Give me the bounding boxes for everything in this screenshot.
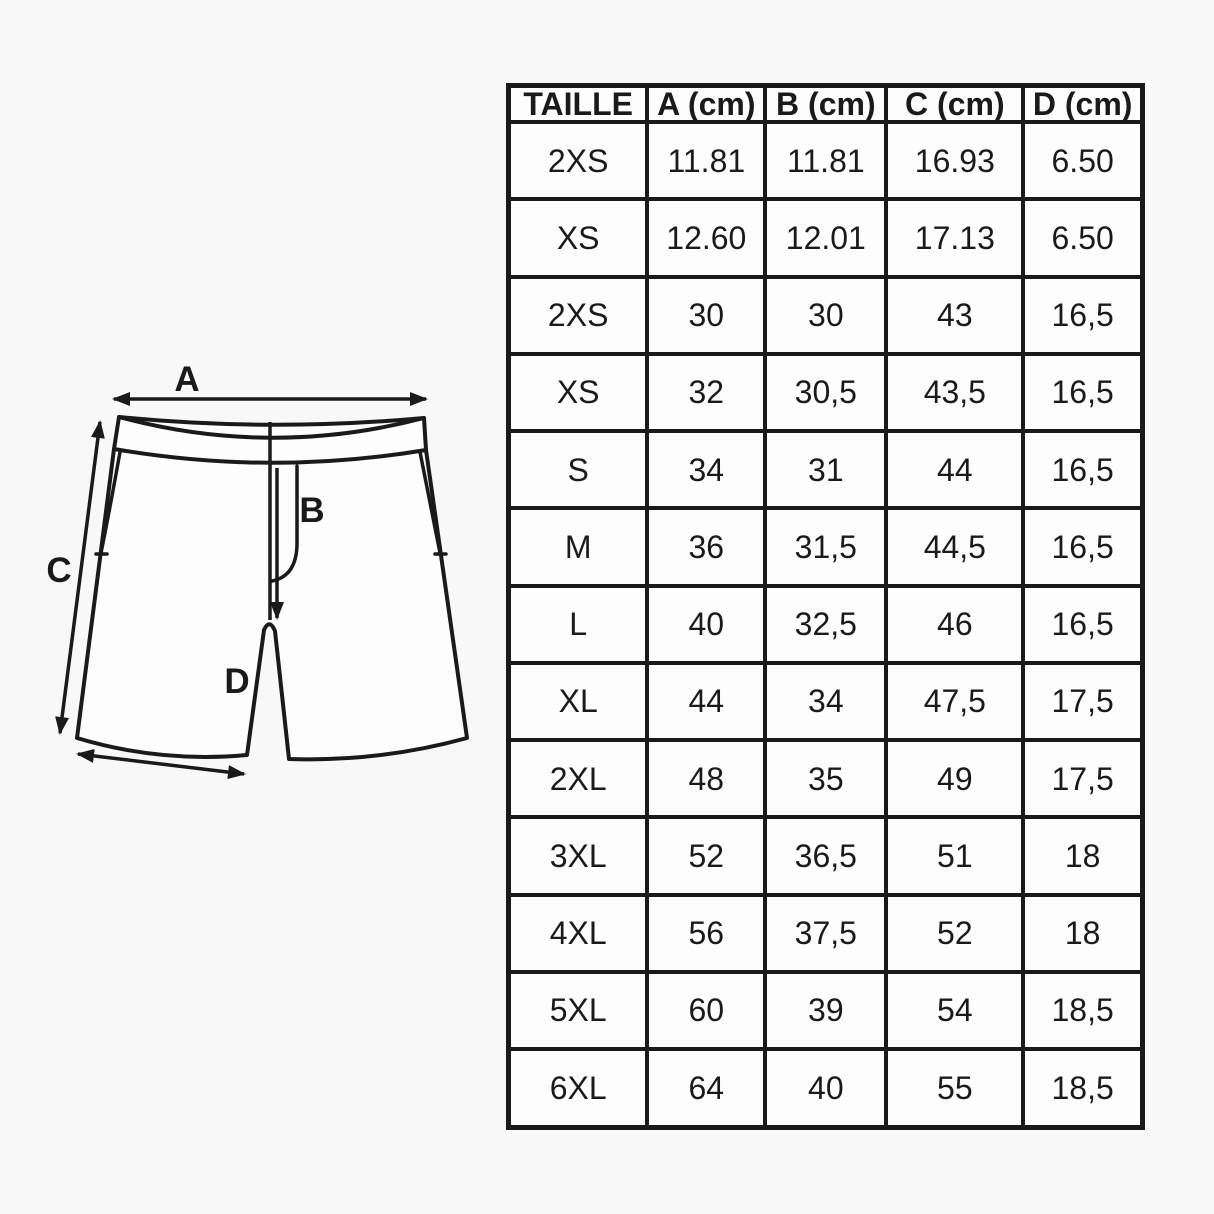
value-cell: 16,5: [1021, 274, 1145, 356]
table-row: S 34 31 44 16,5: [506, 428, 1145, 511]
table-row: M 36 31,5 44,5 16,5: [506, 506, 1145, 588]
value-cell: 16,5: [1021, 583, 1145, 665]
value-cell: 16,5: [1021, 428, 1145, 511]
value-cell: 12.01: [763, 197, 889, 279]
value-cell: 31,5: [763, 506, 889, 588]
table-row: XS 32 30,5 43,5 16,5: [506, 351, 1145, 434]
col-header-c: C (cm): [884, 83, 1026, 124]
measure-label-b: B: [299, 491, 324, 530]
value-cell: 56: [645, 892, 768, 974]
value-cell: 48: [645, 737, 768, 820]
value-cell: 18: [1021, 815, 1145, 897]
value-cell: 40: [763, 1047, 889, 1130]
table-row: 2XS 11.81 11.81 16.93 6.50: [506, 119, 1145, 202]
value-cell: 17,5: [1021, 737, 1145, 820]
value-cell: 11.81: [763, 119, 889, 202]
right-pocket-line: [418, 450, 448, 556]
value-cell: 35: [763, 737, 889, 820]
value-cell: 43: [884, 274, 1026, 356]
value-cell: 40: [645, 583, 768, 665]
value-cell: 11.81: [645, 119, 768, 202]
size-cell: L: [506, 583, 650, 665]
col-header-a: A (cm): [645, 83, 768, 124]
size-cell: 4XL: [506, 892, 650, 974]
col-header-b: B (cm): [763, 83, 889, 124]
value-cell: 46: [884, 583, 1026, 665]
value-cell: 36,5: [763, 815, 889, 897]
value-cell: 43,5: [884, 351, 1026, 434]
size-table-header: TAILLE A (cm) B (cm) C (cm) D (cm): [506, 83, 1145, 124]
value-cell: 6.50: [1021, 197, 1145, 279]
value-cell: 18,5: [1021, 1047, 1145, 1130]
size-table-body: 2XS 11.81 11.81 16.93 6.50 XS 12.60 12.01 17.13 6…: [506, 119, 1145, 1130]
size-table: TAILLE A (cm) B (cm) C (cm) D (cm) 2XS 11…: [506, 83, 1145, 1130]
table-row: 6XL 64 40 55 18,5: [506, 1047, 1145, 1130]
shorts-sketch: A B C D: [46, 360, 469, 780]
shorts-outline: [75, 415, 469, 762]
value-cell: 47,5: [884, 660, 1026, 743]
value-cell: 44,5: [884, 506, 1026, 588]
table-row: 5XL 60 39 54 18,5: [506, 969, 1145, 1052]
value-cell: 64: [645, 1047, 768, 1130]
value-cell: 30: [763, 274, 889, 356]
shorts-measurement-diagram: A B C D: [40, 358, 485, 803]
table-row: XS 12.60 12.01 17.13 6.50: [506, 197, 1145, 279]
value-cell: 36: [645, 506, 768, 588]
measure-arrow-d: [76, 748, 246, 780]
value-cell: 16,5: [1021, 506, 1145, 588]
value-cell: 54: [884, 969, 1026, 1052]
value-cell: 18: [1021, 892, 1145, 974]
measure-label-c: C: [46, 551, 71, 590]
size-cell: 2XL: [506, 737, 650, 820]
col-header-taille: TAILLE: [506, 83, 650, 124]
value-cell: 44: [884, 428, 1026, 511]
value-cell: 32,5: [763, 583, 889, 665]
table-row: L 40 32,5 46 16,5: [506, 583, 1145, 665]
value-cell: 6.50: [1021, 119, 1145, 202]
size-cell: S: [506, 428, 650, 511]
table-row: 4XL 56 37,5 52 18: [506, 892, 1145, 974]
size-cell: XS: [506, 197, 650, 279]
value-cell: 34: [763, 660, 889, 743]
size-cell: XS: [506, 351, 650, 434]
table-row: 3XL 52 36,5 51 18: [506, 815, 1145, 897]
value-cell: 32: [645, 351, 768, 434]
value-cell: 16.93: [884, 119, 1026, 202]
value-cell: 30: [645, 274, 768, 356]
value-cell: 12.60: [645, 197, 768, 279]
value-cell: 60: [645, 969, 768, 1052]
size-cell: 5XL: [506, 969, 650, 1052]
table-row: 2XL 48 35 49 17,5: [506, 737, 1145, 820]
value-cell: 34: [645, 428, 768, 511]
value-cell: 30,5: [763, 351, 889, 434]
value-cell: 17,5: [1021, 660, 1145, 743]
table-row: XL 44 34 47,5 17,5: [506, 660, 1145, 743]
col-header-d: D (cm): [1021, 83, 1145, 124]
value-cell: 18,5: [1021, 969, 1145, 1052]
value-cell: 49: [884, 737, 1026, 820]
header-row: TAILLE A (cm) B (cm) C (cm) D (cm): [506, 83, 1145, 124]
value-cell: 55: [884, 1047, 1026, 1130]
size-cell: XL: [506, 660, 650, 743]
size-cell: 2XS: [506, 119, 650, 202]
value-cell: 31: [763, 428, 889, 511]
size-cell: 3XL: [506, 815, 650, 897]
measure-arrow-c: [55, 420, 105, 735]
size-cell: 2XS: [506, 274, 650, 356]
value-cell: 39: [763, 969, 889, 1052]
value-cell: 37,5: [763, 892, 889, 974]
measure-label-a: A: [174, 360, 199, 399]
value-cell: 52: [645, 815, 768, 897]
value-cell: 51: [884, 815, 1026, 897]
table-row: 2XS 30 30 43 16,5: [506, 274, 1145, 356]
value-cell: 44: [645, 660, 768, 743]
measure-label-d: D: [224, 662, 249, 701]
value-cell: 16,5: [1021, 351, 1145, 434]
size-cell: M: [506, 506, 650, 588]
value-cell: 17.13: [884, 197, 1026, 279]
value-cell: 52: [884, 892, 1026, 974]
size-cell: 6XL: [506, 1047, 650, 1130]
